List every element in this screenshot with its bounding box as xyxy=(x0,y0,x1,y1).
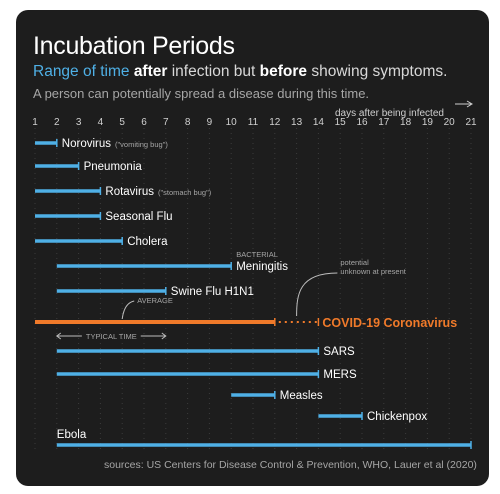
x-tick-label: 4 xyxy=(98,117,104,128)
bar-label: Seasonal Flu xyxy=(105,211,172,223)
bar-label-above: BACTERIAL xyxy=(236,250,278,259)
typical-time-arrow-right xyxy=(161,332,167,340)
bar-label: Meningitis xyxy=(236,261,288,273)
chart-subtitle: Range of time after infection but before… xyxy=(33,63,447,81)
x-axis-label: days after being infected xyxy=(335,108,444,119)
typical-time-arrow-left xyxy=(55,332,62,340)
x-tick-label: 17 xyxy=(378,117,390,128)
subtitle-before: before xyxy=(259,63,308,80)
typical-time-label: TYPICAL TIME xyxy=(86,332,137,341)
subtitle-symptoms: showing symptoms. xyxy=(311,63,448,80)
chart-note: A person can potentially spread a diseas… xyxy=(33,86,370,101)
bar-label: SARS xyxy=(323,346,355,358)
x-tick-label: 18 xyxy=(400,117,412,128)
x-tick-label: 19 xyxy=(422,117,434,128)
bar-label: Ebola xyxy=(57,429,87,441)
bar-note: ("vomiting bug") xyxy=(115,140,168,149)
chart-svg: 1 2 3 4 5 6 7 8 9 10 11 12 13 14 15 16 17 18 19 20 21Norovir… xyxy=(32,100,477,450)
bar-label: COVID-19 Coronavirus xyxy=(322,316,457,330)
potential-label: unknown at present xyxy=(340,267,406,276)
bar-label: Measles xyxy=(280,390,323,402)
x-tick-label: 5 xyxy=(119,117,125,128)
x-tick-label: 21 xyxy=(465,117,477,128)
bar-label: Cholera xyxy=(127,236,168,248)
x-tick-label: 16 xyxy=(356,117,368,128)
average-label: AVERAGE xyxy=(137,296,173,305)
subtitle-range: Range of time xyxy=(33,63,130,80)
bar-label: Swine Flu H1N1 xyxy=(171,286,254,298)
x-tick-label: 1 xyxy=(32,117,38,128)
potential-pointer xyxy=(296,272,338,317)
bar-label: Chickenpox xyxy=(367,411,427,423)
x-tick-label: 20 xyxy=(444,117,456,128)
bar-label: MERS xyxy=(323,369,357,381)
bar-label: Norovirus xyxy=(62,138,111,150)
x-axis-arrow-head xyxy=(466,100,473,108)
chart-title: Incubation Periods xyxy=(33,32,235,60)
x-tick-label: 2 xyxy=(54,117,60,128)
x-tick-label: 13 xyxy=(291,117,303,128)
subtitle-infection: infection but xyxy=(171,63,256,80)
bar-note: ("stomach bug") xyxy=(158,188,212,197)
x-tick-label: 9 xyxy=(207,117,213,128)
bar-label: Rotavirus xyxy=(105,186,154,198)
x-tick-label: 10 xyxy=(226,117,238,128)
subtitle-after: after xyxy=(133,63,168,80)
x-tick-label: 12 xyxy=(269,117,281,128)
x-tick-label: 15 xyxy=(335,117,347,128)
x-tick-label: 6 xyxy=(141,117,147,128)
x-tick-label: 3 xyxy=(76,117,82,128)
x-tick-label: 8 xyxy=(185,117,191,128)
x-tick-label: 7 xyxy=(163,117,169,128)
average-pointer xyxy=(121,300,135,320)
x-tick-label: 14 xyxy=(313,117,325,128)
source-note: sources: US Centers for Disease Control … xyxy=(104,459,477,471)
chart-panel: Incubation Periods Range of time after i… xyxy=(16,10,489,486)
x-tick-label: 11 xyxy=(248,117,259,128)
bar-label: Pneumonia xyxy=(84,161,143,173)
potential-label: potential xyxy=(340,258,369,267)
